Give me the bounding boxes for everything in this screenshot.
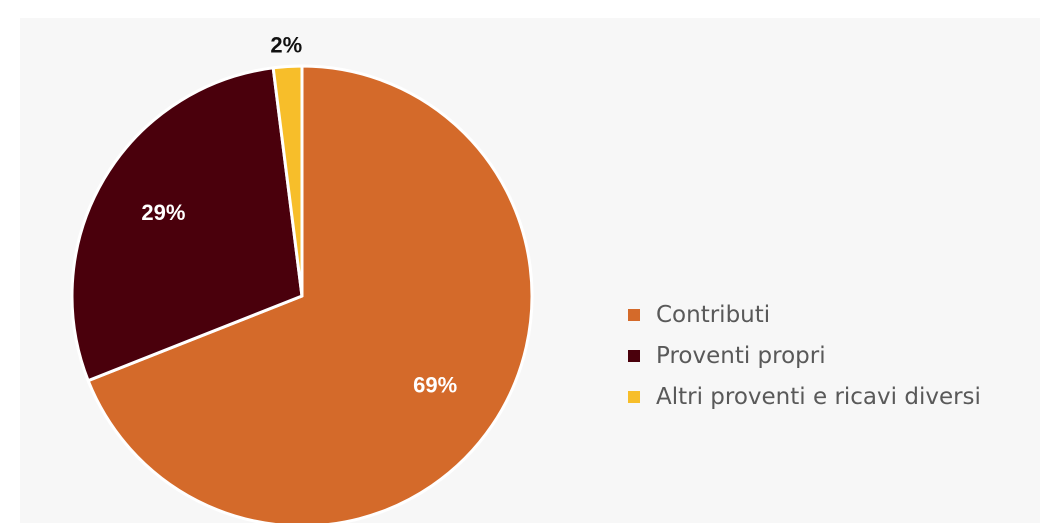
legend-label: Proventi propri xyxy=(656,342,826,369)
slice-label-altri-proventi-e-ricavi-diversi: 2% xyxy=(270,32,302,57)
legend-label: Contributi xyxy=(656,301,771,328)
slice-label-contributi: 69% xyxy=(413,372,457,397)
pie-slice-proventi-propri xyxy=(70,66,304,383)
pie-slice-contributi xyxy=(86,64,534,523)
legend-swatch-contributi xyxy=(628,308,640,321)
legend-swatch-altri-proventi xyxy=(628,390,640,403)
legend-label: Altri proventi e ricavi diversi xyxy=(656,383,981,410)
legend-swatch-proventi-propri xyxy=(628,349,640,362)
legend: Contributi Proventi propri Altri provent… xyxy=(628,294,981,417)
legend-item-altri-proventi: Altri proventi e ricavi diversi xyxy=(628,376,981,417)
pie-chart: 69% 29% 2% xyxy=(70,32,534,523)
legend-item-proventi-propri: Proventi propri xyxy=(628,335,981,376)
chart-area: 69% 29% 2% Contributi Proventi propri Altr… xyxy=(20,18,1040,523)
legend-item-contributi: Contributi xyxy=(628,294,981,335)
slice-label-proventi-propri: 29% xyxy=(141,200,185,225)
pie-slice-altri-proventi-e-ricavi-diversi xyxy=(271,64,304,298)
